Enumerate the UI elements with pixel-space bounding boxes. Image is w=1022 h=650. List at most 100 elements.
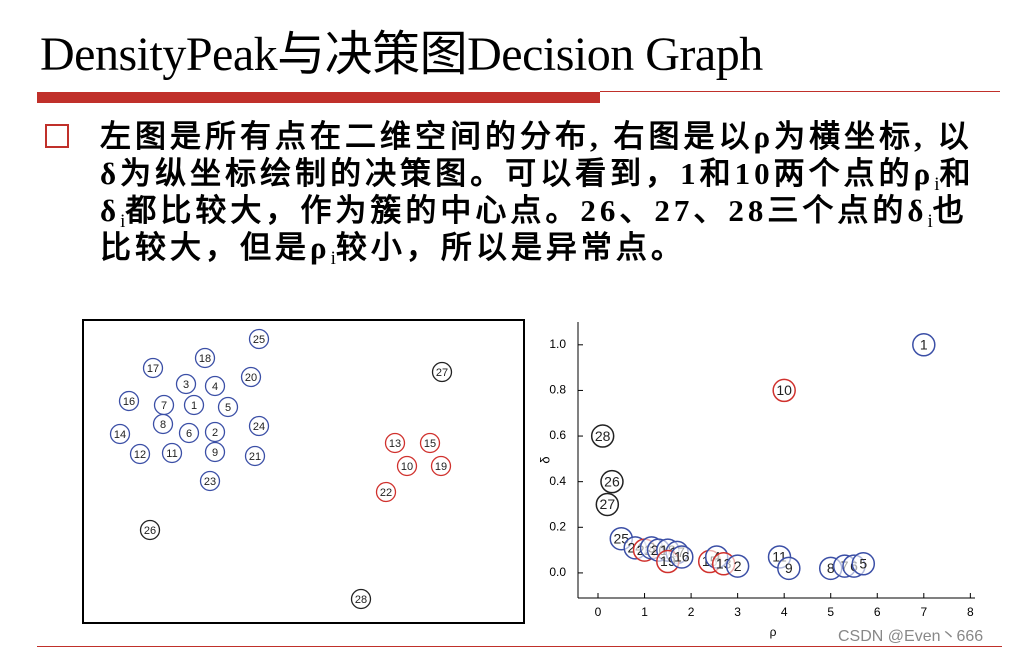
point-label: 8 xyxy=(827,560,835,576)
point xyxy=(419,432,441,454)
point-label: 6 xyxy=(186,428,192,440)
point xyxy=(109,423,131,445)
point xyxy=(204,421,226,443)
x-tick-label: 3 xyxy=(734,605,741,619)
point-label: 9 xyxy=(212,447,218,459)
point xyxy=(772,378,796,403)
point-label: 7 xyxy=(161,400,167,412)
point xyxy=(204,441,226,463)
point-label: 5 xyxy=(859,555,867,571)
point xyxy=(431,361,453,383)
point-label: 8 xyxy=(160,419,166,431)
point-label: 12 xyxy=(134,449,146,461)
y-tick-label: 0.0 xyxy=(549,565,566,579)
left-plot-frame xyxy=(82,319,525,624)
point-label: 28 xyxy=(595,428,611,444)
title-rule xyxy=(600,91,1000,92)
bullet-box xyxy=(45,124,69,148)
y-tick-label: 0.8 xyxy=(549,383,566,397)
point-label: 15 xyxy=(424,438,436,450)
point xyxy=(384,432,406,454)
point xyxy=(183,394,205,416)
point-label: 21 xyxy=(249,451,261,463)
x-tick-label: 0 xyxy=(595,605,602,619)
point xyxy=(670,545,694,569)
point-label: 10 xyxy=(401,461,413,473)
point xyxy=(142,357,164,379)
y-axis-label: δ xyxy=(537,456,552,463)
point-label: 26 xyxy=(144,525,156,537)
bullet-text: 左图是所有点在二维空间的分布, 右图是以ρ为横坐标, 以δ为纵坐标绘制的决策图。… xyxy=(100,118,980,269)
watermark: CSDN @Even丶666 xyxy=(838,628,984,645)
text-run: 也比较大，但是ρ xyxy=(100,193,968,265)
subscript: i xyxy=(120,211,126,232)
point-label: 16 xyxy=(123,396,135,408)
footer-rule xyxy=(37,646,1002,647)
point xyxy=(244,445,266,467)
text-run: 左图是所有点在二维空间的分布, 右图是以ρ为横坐标, 以δ为纵坐标绘制的决策图。… xyxy=(100,119,973,191)
y-tick-label: 1.0 xyxy=(549,337,566,351)
point-label: 18 xyxy=(199,353,211,365)
point-label: 13 xyxy=(389,438,401,450)
x-tick-label: 4 xyxy=(781,605,788,619)
point xyxy=(175,373,197,395)
point xyxy=(217,396,239,418)
y-tick-label: 0.6 xyxy=(549,428,566,442)
x-tick-label: 5 xyxy=(827,605,834,619)
point xyxy=(248,415,270,437)
point xyxy=(725,554,750,578)
point xyxy=(240,366,262,388)
text-run: 和δ xyxy=(100,156,975,228)
point xyxy=(248,328,270,350)
point-label: 16 xyxy=(674,549,690,565)
point-label: 1 xyxy=(191,400,197,412)
point xyxy=(396,455,418,477)
point-label: 11 xyxy=(166,448,177,460)
point-label: 28 xyxy=(355,594,367,606)
point-label: 2 xyxy=(212,427,218,439)
point-label: 27 xyxy=(600,496,616,512)
x-tick-label: 7 xyxy=(920,605,927,619)
point-label: 27 xyxy=(436,367,448,379)
title-bar xyxy=(37,92,600,103)
point-label: 19 xyxy=(435,461,447,473)
point xyxy=(161,442,183,464)
point-label: 26 xyxy=(604,473,620,489)
point-label: 5 xyxy=(225,402,231,414)
point-label: 10 xyxy=(776,382,792,398)
point-label: 20 xyxy=(245,372,257,384)
point xyxy=(199,470,221,492)
point xyxy=(129,443,151,465)
text-run: 都比较大，作为簇的中心点。26、27、28三个点的δ xyxy=(125,193,928,228)
point-label: 22 xyxy=(380,487,392,499)
point-label: 17 xyxy=(147,363,159,375)
point xyxy=(851,552,876,576)
point xyxy=(152,413,174,435)
subscript: i xyxy=(934,174,940,195)
point-label: 24 xyxy=(253,421,265,433)
point-label: 9 xyxy=(785,560,793,576)
slide-title: DensityPeak与决策图Decision Graph xyxy=(40,28,763,81)
point xyxy=(204,375,226,397)
point xyxy=(375,481,397,503)
y-tick-label: 0.2 xyxy=(549,519,566,533)
point xyxy=(912,333,936,357)
x-tick-label: 8 xyxy=(967,605,974,619)
x-tick-label: 6 xyxy=(874,605,881,619)
subscript: i xyxy=(330,248,336,269)
point xyxy=(118,390,140,412)
point-label: 23 xyxy=(204,476,216,488)
point xyxy=(139,519,161,541)
point-label: 3 xyxy=(183,379,189,391)
point xyxy=(430,455,452,477)
point-label: 1 xyxy=(920,337,928,353)
point-label: 2 xyxy=(734,558,742,574)
x-tick-label: 2 xyxy=(688,605,695,619)
x-tick-label: 1 xyxy=(641,605,648,619)
point xyxy=(590,424,615,448)
point xyxy=(600,469,624,494)
point-label: 14 xyxy=(114,429,126,441)
point xyxy=(777,556,801,581)
